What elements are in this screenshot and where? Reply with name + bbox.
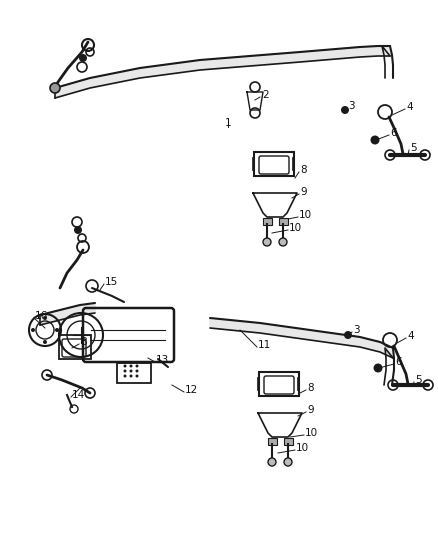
Text: 4: 4 xyxy=(406,102,413,112)
Circle shape xyxy=(130,375,133,377)
Polygon shape xyxy=(253,193,297,217)
Text: 4: 4 xyxy=(407,331,413,341)
Text: 6: 6 xyxy=(395,357,402,367)
Circle shape xyxy=(374,364,382,373)
Circle shape xyxy=(344,331,352,339)
Circle shape xyxy=(268,458,276,466)
Text: 1: 1 xyxy=(225,118,231,128)
Circle shape xyxy=(124,375,127,377)
FancyBboxPatch shape xyxy=(262,217,272,224)
FancyBboxPatch shape xyxy=(279,217,287,224)
FancyBboxPatch shape xyxy=(268,438,276,445)
Text: 9: 9 xyxy=(300,187,307,197)
Circle shape xyxy=(130,365,133,367)
Circle shape xyxy=(135,365,138,367)
Text: 8: 8 xyxy=(300,165,307,175)
Circle shape xyxy=(135,375,138,377)
Circle shape xyxy=(43,316,47,320)
Circle shape xyxy=(55,328,59,332)
Circle shape xyxy=(50,83,60,93)
Circle shape xyxy=(371,135,379,144)
Text: 6: 6 xyxy=(390,128,397,138)
Text: 9: 9 xyxy=(307,405,314,415)
Text: 8: 8 xyxy=(307,383,314,393)
Text: 10: 10 xyxy=(296,443,309,453)
Circle shape xyxy=(263,238,271,246)
Polygon shape xyxy=(247,92,263,110)
Circle shape xyxy=(43,340,47,344)
Circle shape xyxy=(135,369,138,373)
Text: 3: 3 xyxy=(353,325,360,335)
Text: 10: 10 xyxy=(299,210,312,220)
Text: 13: 13 xyxy=(156,355,169,365)
Text: 8: 8 xyxy=(80,337,87,347)
Text: 16: 16 xyxy=(35,311,48,321)
Circle shape xyxy=(284,458,292,466)
Circle shape xyxy=(79,54,87,62)
Polygon shape xyxy=(258,413,302,437)
Text: 12: 12 xyxy=(185,385,198,395)
Text: 15: 15 xyxy=(105,277,118,287)
Polygon shape xyxy=(210,318,393,358)
Text: 11: 11 xyxy=(258,340,271,350)
Circle shape xyxy=(124,365,127,367)
Circle shape xyxy=(279,238,287,246)
Text: 3: 3 xyxy=(348,101,355,111)
Circle shape xyxy=(341,106,349,114)
FancyBboxPatch shape xyxy=(283,438,293,445)
Text: 10: 10 xyxy=(305,428,318,438)
Circle shape xyxy=(124,369,127,373)
Polygon shape xyxy=(40,303,95,325)
Polygon shape xyxy=(55,46,390,98)
Text: 5: 5 xyxy=(415,375,422,385)
Circle shape xyxy=(74,226,82,234)
Text: 2: 2 xyxy=(262,90,268,100)
Text: 5: 5 xyxy=(410,143,417,153)
Text: 14: 14 xyxy=(72,390,85,400)
Circle shape xyxy=(130,369,133,373)
Text: 10: 10 xyxy=(289,223,302,233)
Circle shape xyxy=(31,328,35,332)
